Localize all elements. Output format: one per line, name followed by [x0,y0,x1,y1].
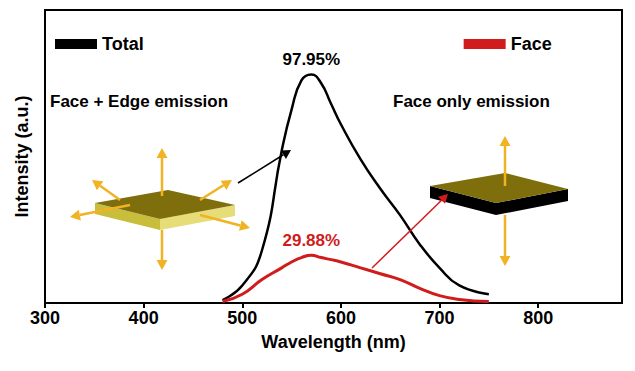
svg-text:Total: Total [102,34,144,54]
svg-text:Face only emission: Face only emission [393,92,550,111]
svg-text:Face: Face [511,34,552,54]
svg-text:Face + Edge emission: Face + Edge emission [50,92,228,111]
svg-text:29.88%: 29.88% [282,231,340,250]
svg-text:500: 500 [227,308,257,328]
svg-text:300: 300 [30,308,60,328]
svg-text:800: 800 [523,308,553,328]
svg-text:600: 600 [326,308,356,328]
svg-text:400: 400 [129,308,159,328]
svg-text:Wavelength (nm): Wavelength (nm) [261,332,405,352]
svg-text:97.95%: 97.95% [282,50,340,69]
svg-text:700: 700 [425,308,455,328]
svg-text:Intensity (a.u.): Intensity (a.u.) [12,95,32,217]
